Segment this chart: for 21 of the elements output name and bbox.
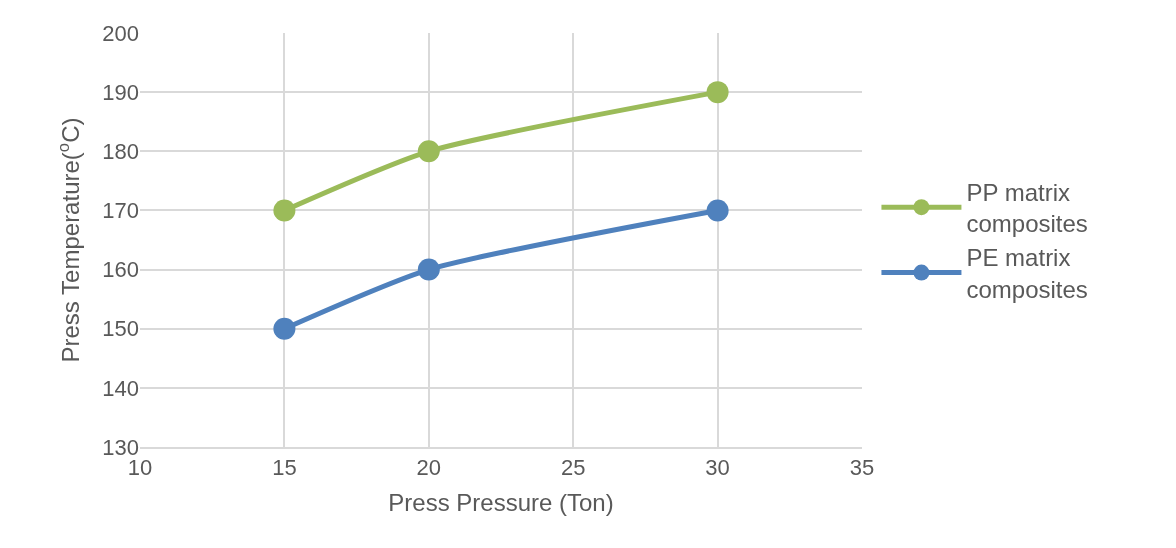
x-axis-title: Press Pressure (Ton) (388, 489, 614, 517)
x-tick-label: 20 (416, 455, 442, 481)
x-tick-label: 25 (560, 455, 586, 481)
legend-label: PE matrix composites (966, 244, 1088, 303)
y-tick-label: 180 (102, 138, 139, 164)
y-tick-label: 200 (102, 20, 139, 46)
point (273, 199, 296, 222)
point (273, 317, 296, 340)
point (706, 199, 729, 222)
y-tick-label: 160 (102, 257, 139, 283)
point (417, 258, 440, 281)
y-tick-label: 150 (102, 316, 139, 342)
x-tick-label: 35 (849, 455, 875, 481)
point (706, 81, 729, 104)
point (417, 140, 440, 163)
y-tick-label: 140 (102, 375, 139, 401)
y-tick-label: 170 (102, 198, 139, 224)
y-tick-label: 190 (102, 79, 139, 105)
x-tick-label: 15 (272, 455, 297, 481)
x-tick-label: 30 (705, 455, 730, 481)
legend-label: PP matrix composites (966, 178, 1088, 238)
